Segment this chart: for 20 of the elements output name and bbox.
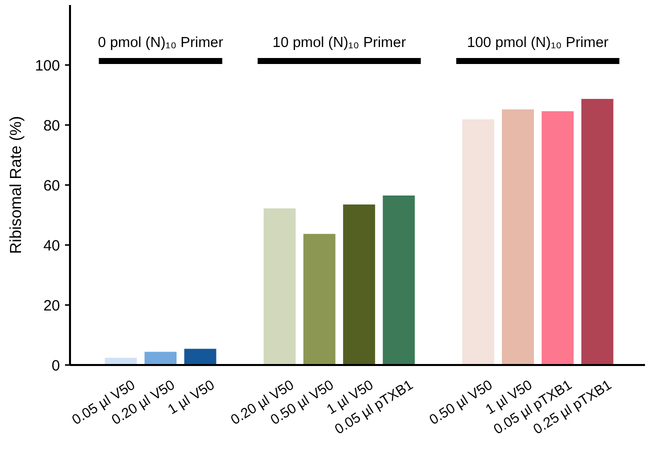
annotation: 100 pmol (N)₁₀ Primer xyxy=(467,35,609,51)
annotation: 10 pmol (N)₁₀ Primer xyxy=(272,35,406,51)
bar xyxy=(184,348,216,365)
y-tick-label: 100 xyxy=(34,57,60,74)
y-tick-label: 20 xyxy=(43,297,60,314)
bar xyxy=(264,208,296,365)
bar xyxy=(462,119,494,365)
bar xyxy=(581,98,614,365)
y-tick-label: 40 xyxy=(43,237,60,254)
y-tick-label: 0 xyxy=(52,357,60,374)
y-axis-title: Ribisomal Rate (%) xyxy=(8,116,25,254)
y-tick-label: 60 xyxy=(43,177,60,194)
bar xyxy=(542,111,574,365)
bar xyxy=(144,352,177,365)
bar xyxy=(502,109,534,365)
bar xyxy=(303,234,336,365)
annotation: 0 pmol (N)₁₀ Primer xyxy=(98,35,224,51)
bar xyxy=(382,196,415,365)
y-tick-label: 80 xyxy=(43,117,60,134)
bar xyxy=(343,204,376,365)
